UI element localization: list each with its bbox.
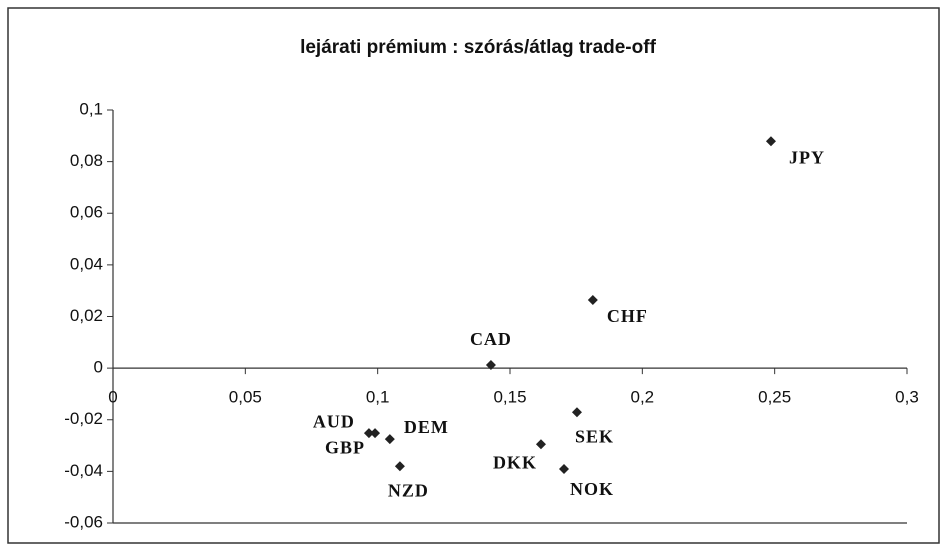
y-tick-label: 0 — [94, 358, 103, 377]
y-tick-label: 0,1 — [79, 99, 103, 118]
x-tick-label: 0,3 — [895, 388, 919, 407]
y-tick-label: 0,06 — [70, 203, 103, 222]
x-tick-label: 0,2 — [631, 388, 655, 407]
y-tick-label: -0,04 — [64, 461, 103, 480]
chart-frame — [7, 7, 940, 544]
point — [370, 428, 381, 439]
y-tick-label: 0,02 — [70, 306, 103, 325]
x-tick-label: 0,1 — [366, 388, 390, 407]
point — [384, 434, 395, 445]
point-label: NOK — [570, 479, 614, 499]
point — [558, 464, 569, 475]
point — [535, 439, 546, 450]
point — [587, 294, 598, 305]
point-label: DEM — [404, 417, 449, 437]
point-label: CAD — [470, 329, 512, 349]
point — [765, 136, 776, 147]
point-label: DKK — [493, 452, 537, 472]
x-tick-label: 0 — [108, 388, 117, 407]
y-tick-label: -0,02 — [64, 409, 103, 428]
point — [571, 407, 582, 418]
y-tick-label: 0,08 — [70, 151, 103, 170]
point — [363, 428, 374, 439]
point-label: NZD — [388, 480, 429, 500]
y-tick-label: 0,04 — [70, 254, 103, 273]
point-label: JPY — [789, 147, 825, 167]
x-tick-label: 0,15 — [493, 388, 526, 407]
x-tick-label: 0,25 — [758, 388, 791, 407]
chart-title: lejárati prémium : szórás/átlag trade-of… — [300, 37, 656, 58]
point-label: CHF — [607, 306, 648, 326]
point-label: GBP — [325, 437, 365, 457]
x-tick-label: 0,05 — [229, 388, 262, 407]
y-tick-label: -0,06 — [64, 512, 103, 531]
point — [485, 360, 496, 371]
point-label: AUD — [313, 411, 355, 431]
point — [394, 461, 405, 472]
point-label: SEK — [575, 426, 614, 446]
